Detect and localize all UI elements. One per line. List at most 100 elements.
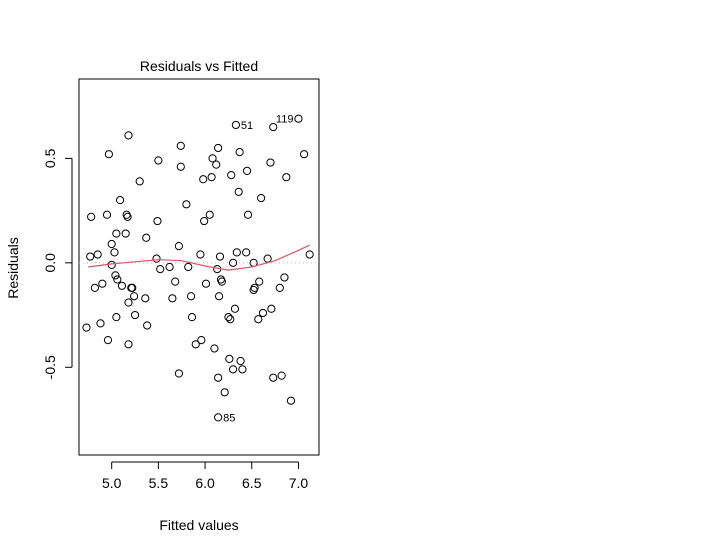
point-label: 51 [241, 120, 253, 132]
data-point [130, 310, 140, 320]
data-point [215, 252, 225, 261]
data-point [199, 175, 208, 184]
x-tick-label: 7.0 [289, 475, 309, 491]
data-point [220, 388, 229, 397]
point-label: 85 [223, 412, 235, 424]
data-point [277, 371, 286, 380]
chart-title: Residuals vs Fitted [140, 58, 258, 74]
data-point [269, 373, 278, 382]
smooth-line [88, 244, 310, 271]
data-point [93, 250, 102, 259]
data-point [103, 336, 113, 345]
data-point [286, 396, 296, 405]
title-group: Residuals vs Fitted [140, 58, 258, 74]
x-tick-label: 5.5 [149, 475, 169, 491]
data-point [174, 369, 184, 378]
data-point [128, 283, 137, 292]
data-point [152, 254, 161, 263]
data-point [232, 248, 241, 257]
data-point [294, 114, 303, 123]
data-point [214, 292, 224, 301]
data-point [205, 210, 214, 219]
data-point [201, 279, 211, 288]
data-point [214, 143, 223, 153]
data-point [217, 277, 226, 286]
data-point [124, 298, 133, 307]
data-point [86, 252, 95, 261]
y-tick-label: 0.0 [42, 253, 58, 273]
data-point [224, 313, 233, 322]
data-point [168, 294, 177, 303]
data-point [196, 250, 205, 259]
y-tick-label: 0.5 [42, 148, 58, 168]
data-point [102, 210, 112, 219]
data-point [243, 210, 253, 219]
data-point [124, 340, 133, 349]
data-point [305, 250, 314, 259]
data-point [123, 212, 132, 221]
data-point [280, 273, 289, 282]
data-point [282, 173, 291, 182]
data-point [135, 177, 144, 186]
data-point [275, 283, 284, 292]
data-point [110, 248, 119, 257]
data-point [266, 158, 275, 167]
plot-frame [78, 78, 320, 456]
data-point [186, 292, 196, 301]
data-point [142, 233, 151, 242]
points-layer [82, 114, 314, 422]
data-point [214, 373, 223, 382]
y-tick-label: -0.5 [42, 355, 58, 379]
data-point [242, 248, 251, 257]
data-point [242, 166, 252, 176]
data-point [227, 170, 236, 180]
data-point [299, 150, 309, 159]
data-point [214, 413, 223, 422]
data-point [87, 212, 96, 221]
data-point [113, 275, 122, 284]
data-point [184, 262, 193, 272]
x-tick-label: 6.5 [242, 475, 262, 491]
data-point [207, 173, 216, 182]
data-point [212, 160, 221, 169]
axes: 5.0 5.5 6.0 6.5 7.0 -0.5 0.0 0.5 [42, 78, 320, 491]
data-point [231, 120, 240, 130]
data-point [208, 154, 217, 163]
data-point [236, 356, 245, 366]
point-label: 119 [276, 114, 294, 126]
data-point [121, 229, 130, 238]
data-point [230, 304, 240, 313]
data-point [226, 315, 235, 324]
smooth-layer [88, 244, 310, 271]
data-point [107, 239, 116, 249]
data-point [176, 162, 185, 171]
data-point [225, 354, 234, 364]
data-point [191, 340, 200, 349]
data-point [174, 242, 184, 251]
data-point [82, 323, 91, 332]
data-point [156, 264, 165, 274]
data-point [124, 131, 133, 140]
data-point [257, 193, 266, 203]
point-labels-layer: 119 51 85 [223, 114, 293, 425]
data-point [176, 141, 185, 150]
data-point [90, 283, 99, 292]
data-point [117, 281, 127, 290]
data-point [197, 336, 206, 345]
data-point [255, 277, 264, 286]
data-point [96, 319, 105, 328]
data-point [115, 196, 125, 205]
data-point [234, 187, 243, 196]
data-point [228, 258, 238, 267]
x-tick-label: 6.0 [195, 475, 215, 491]
x-axis-label: Fitted values [159, 517, 238, 533]
data-point [210, 344, 219, 353]
data-point [112, 229, 121, 238]
data-point [112, 313, 121, 322]
data-point [235, 148, 244, 157]
data-point [129, 292, 139, 301]
data-point [154, 156, 163, 165]
data-point [111, 271, 120, 280]
data-point [269, 122, 278, 132]
